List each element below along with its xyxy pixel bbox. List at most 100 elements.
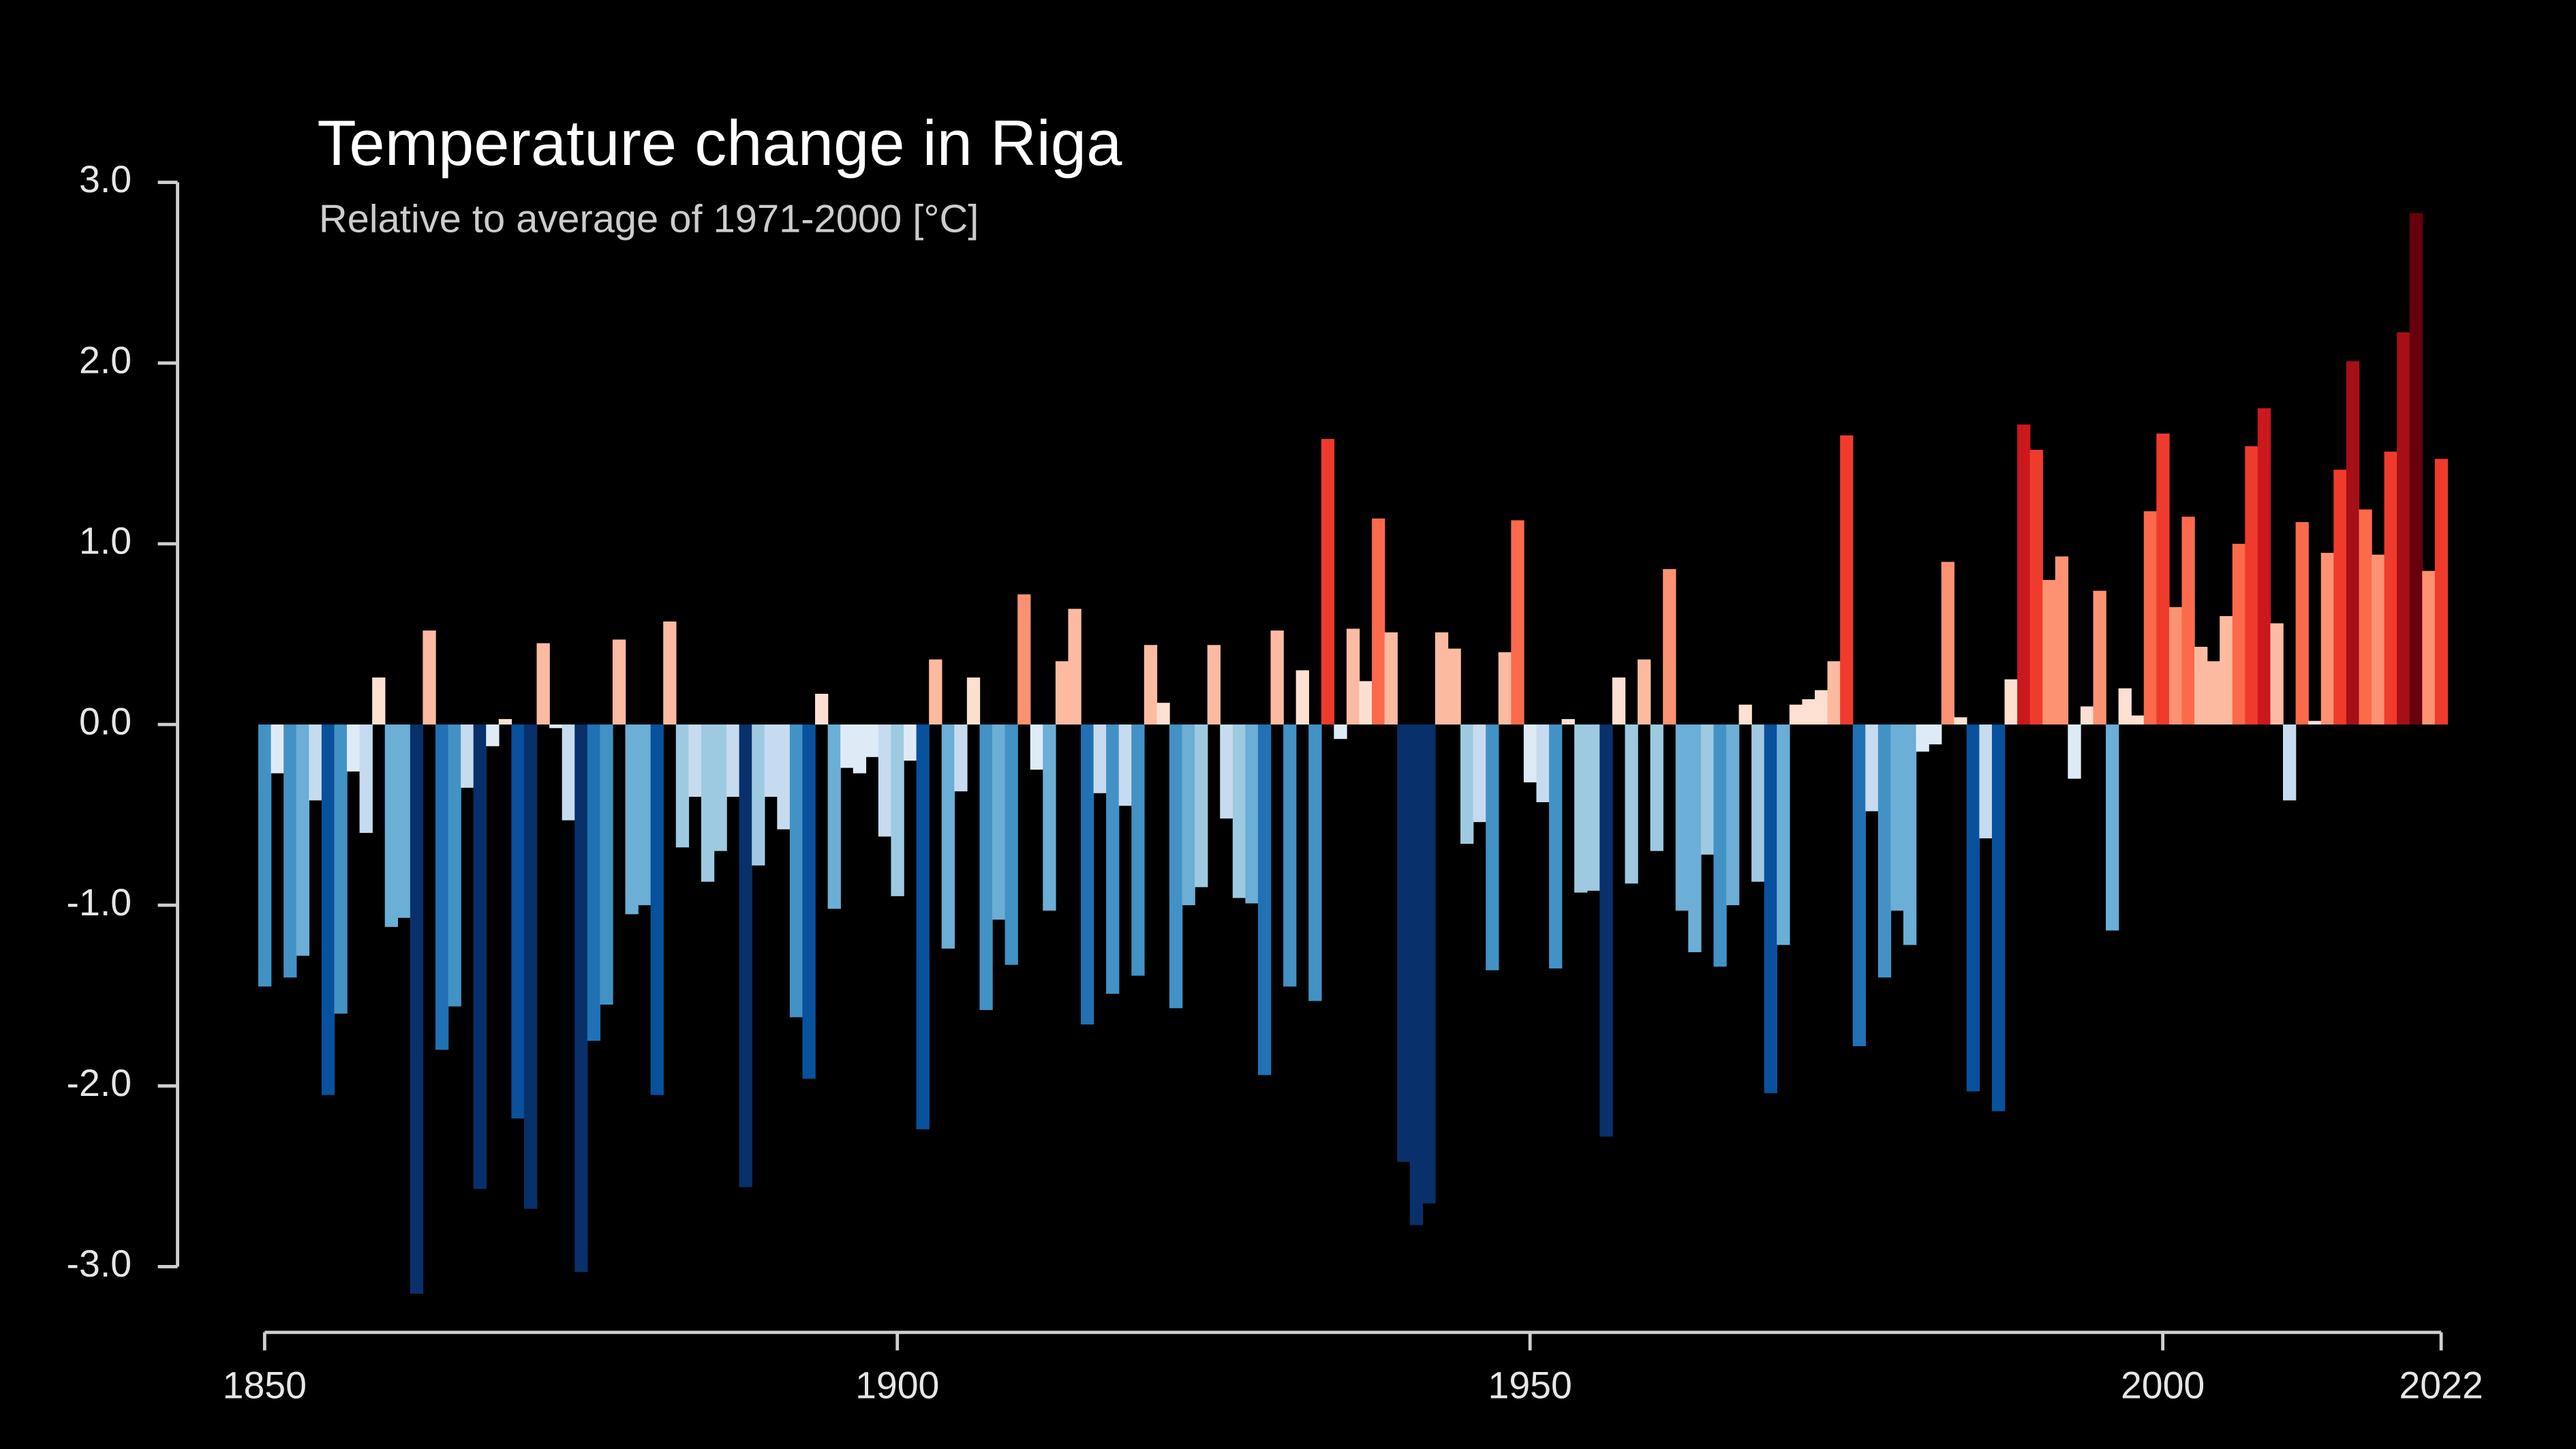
bar xyxy=(1738,704,1752,724)
bar xyxy=(1043,724,1056,911)
x-tick-label: 2022 xyxy=(2399,1364,2483,1406)
bar xyxy=(271,724,284,774)
bar xyxy=(701,724,715,882)
bar xyxy=(523,724,538,1209)
bar xyxy=(1979,724,1993,839)
bar xyxy=(1954,717,1967,724)
bar xyxy=(359,724,373,834)
bar xyxy=(1182,724,1195,906)
bar xyxy=(2434,459,2449,724)
bar xyxy=(752,724,765,866)
bar xyxy=(2055,556,2069,724)
bar xyxy=(1334,724,1347,739)
bar xyxy=(2004,679,2018,724)
bar xyxy=(536,643,550,724)
bar xyxy=(1966,724,1980,1092)
bar xyxy=(2156,433,2170,724)
bar xyxy=(1055,661,1069,724)
x-tick-label: 1850 xyxy=(223,1364,307,1406)
bar xyxy=(2029,449,2043,724)
bar xyxy=(1586,724,1601,891)
bar xyxy=(1473,724,1486,823)
bar xyxy=(1409,724,1424,1225)
bar xyxy=(1118,724,1132,806)
chart-title: Temperature change in Riga xyxy=(317,107,1122,179)
bar xyxy=(764,724,778,797)
bar xyxy=(384,724,398,927)
bar xyxy=(1106,724,1120,994)
bar xyxy=(929,659,942,724)
bar xyxy=(1017,594,1031,724)
bar xyxy=(1625,724,1638,884)
bar xyxy=(650,724,664,1095)
bar xyxy=(2042,579,2056,724)
bar xyxy=(1852,724,1866,1046)
bar xyxy=(2308,720,2322,724)
bar xyxy=(2320,553,2335,724)
bar xyxy=(473,724,487,1189)
bar xyxy=(1005,724,1018,965)
bar xyxy=(2397,332,2410,725)
bar xyxy=(2194,646,2208,724)
y-tick-label: 2.0 xyxy=(79,339,132,381)
bar xyxy=(2131,715,2145,724)
bar xyxy=(1751,724,1765,882)
bar xyxy=(739,724,752,1187)
bar xyxy=(1372,518,1385,724)
bar xyxy=(1536,724,1550,803)
bar xyxy=(423,630,436,724)
bar xyxy=(2333,470,2347,724)
bar xyxy=(1308,724,1322,1001)
bar xyxy=(2371,554,2385,724)
bar xyxy=(853,724,867,774)
bar xyxy=(1561,719,1575,724)
bar xyxy=(1498,652,1512,724)
bar xyxy=(372,677,386,724)
bar xyxy=(840,724,854,768)
bar xyxy=(1574,724,1588,893)
bar xyxy=(1295,670,1309,724)
bar xyxy=(1650,724,1663,851)
bar xyxy=(562,724,575,821)
bar xyxy=(1523,724,1537,782)
bar xyxy=(2409,213,2423,724)
bar xyxy=(2257,408,2271,724)
bar xyxy=(1195,724,1208,887)
bar xyxy=(1156,703,1170,724)
bar xyxy=(2017,424,2031,724)
bar xyxy=(1865,724,1879,812)
bar xyxy=(574,724,588,1272)
bar xyxy=(2245,446,2258,724)
bar xyxy=(979,724,993,1010)
bar xyxy=(688,724,702,797)
bar xyxy=(954,724,968,792)
bar xyxy=(941,724,955,949)
bar xyxy=(2093,590,2106,724)
bar xyxy=(1599,724,1613,1137)
bar xyxy=(1207,645,1221,724)
bar xyxy=(1359,681,1373,724)
y-tick-label: -3.0 xyxy=(67,1242,132,1285)
bar xyxy=(2346,361,2360,724)
bar xyxy=(2220,615,2233,724)
bar xyxy=(2295,522,2309,724)
bar xyxy=(1030,724,1044,770)
bar xyxy=(966,677,981,724)
y-tick-label: -2.0 xyxy=(67,1062,132,1104)
y-tick-label: 1.0 xyxy=(79,519,132,562)
bar xyxy=(1270,630,1284,724)
bar xyxy=(714,724,727,851)
bar xyxy=(1840,435,1854,724)
bar xyxy=(461,724,474,788)
bar xyxy=(802,724,816,1079)
bar xyxy=(1257,724,1272,1076)
bar xyxy=(891,724,904,896)
bar xyxy=(2270,623,2284,724)
y-tick-label: 0.0 xyxy=(79,701,132,743)
bar xyxy=(2143,511,2158,724)
bar xyxy=(777,724,791,829)
bar xyxy=(334,724,348,1014)
bar xyxy=(1991,724,2006,1112)
bar xyxy=(1877,724,1892,978)
